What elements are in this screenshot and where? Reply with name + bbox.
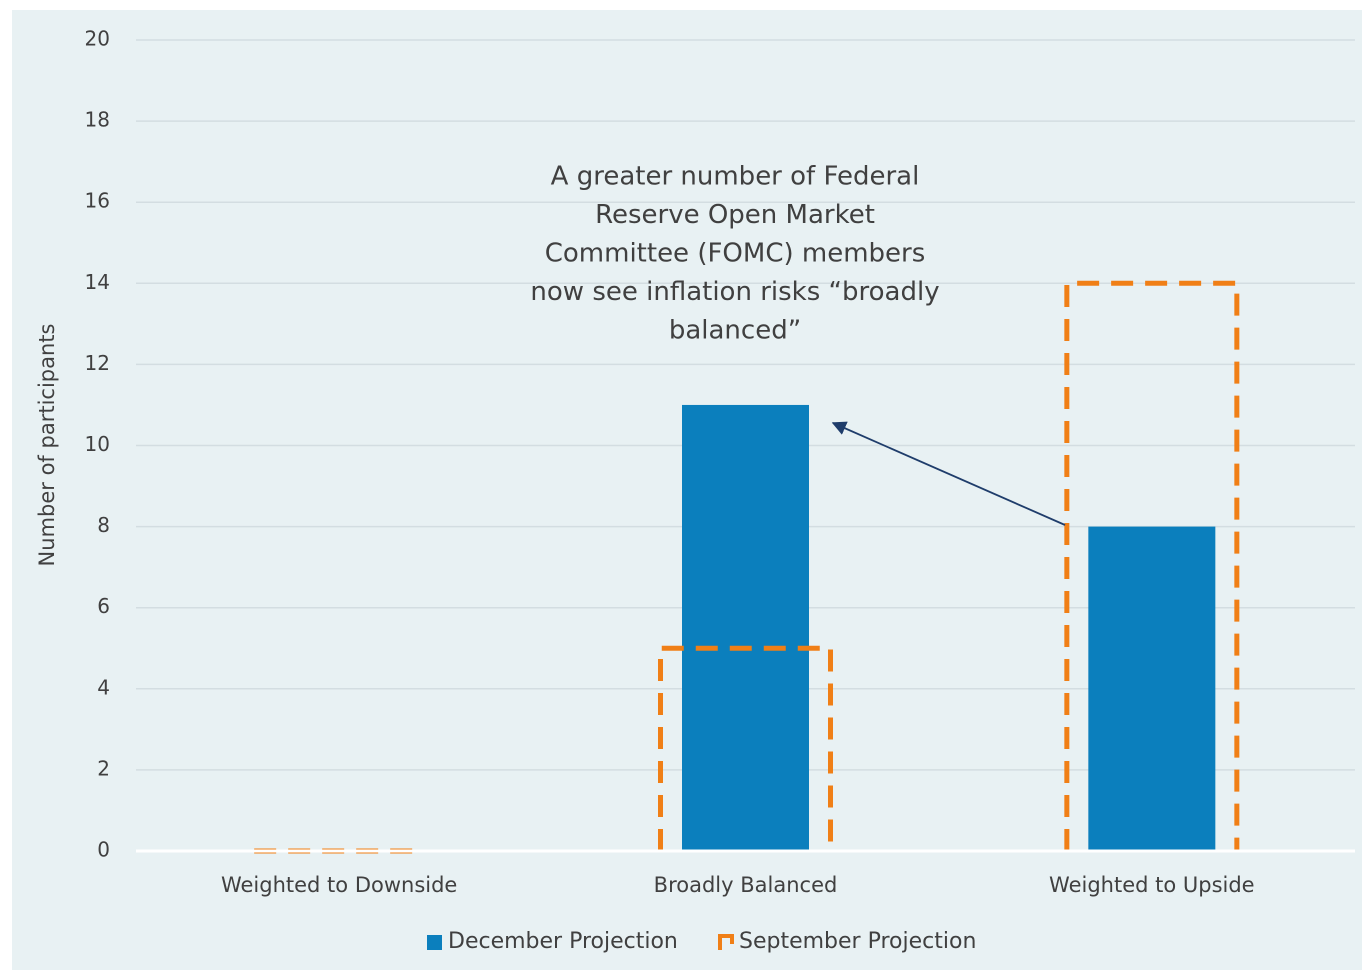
legend-swatch (718, 934, 734, 950)
y-tick-label: 14 (85, 270, 110, 294)
x-tick-label: Weighted to Upside (1049, 873, 1255, 897)
y-tick-label: 10 (85, 432, 110, 456)
y-tick-label: 2 (97, 756, 110, 780)
legend-swatch (427, 935, 442, 950)
y-tick-label: 6 (97, 594, 110, 618)
y-tick-label: 18 (85, 108, 110, 132)
bar-outline (658, 645, 833, 851)
annotation-line: Reserve Open Market (595, 200, 875, 230)
annotation-line: Committee (FOMC) members (545, 239, 926, 269)
annotation-line: A greater number of Federal (551, 162, 920, 192)
legend-label: September Projection (739, 929, 976, 954)
y-tick-label: 16 (85, 189, 110, 213)
y-tick-label: 8 (97, 513, 110, 537)
bar-outline (1064, 280, 1240, 851)
legend-label: December Projection (448, 929, 678, 954)
annotation-line: now see inflation risks “broadly (530, 277, 939, 307)
x-tick-label: Weighted to Downside (221, 873, 457, 897)
y-tick-label: 12 (85, 351, 110, 375)
bar (1088, 526, 1216, 851)
y-tick-label: 4 (97, 675, 110, 699)
x-tick-label: Broadly Balanced (654, 873, 838, 897)
annotation-line: balanced” (669, 316, 801, 346)
bar (682, 404, 809, 851)
y-tick-label: 20 (85, 27, 110, 51)
annotation-arrow (831, 421, 1066, 526)
plot-area: 0 2 4 6 8 10 12 14 16 18 20 Weighted to Downside Bro… (85, 27, 1355, 954)
y-tick-label: 0 (97, 838, 110, 862)
y-axis-label: Number of participants (35, 324, 59, 567)
